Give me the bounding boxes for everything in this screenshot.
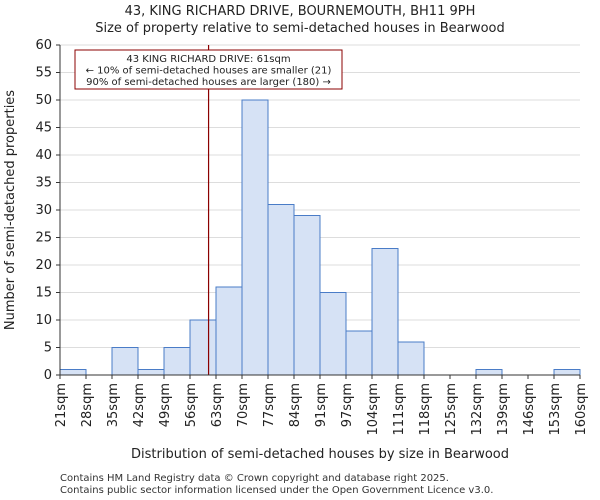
x-tick-label: 146sqm	[522, 383, 537, 436]
y-tick-label: 25	[35, 231, 52, 246]
x-tick-label: 56sqm	[184, 383, 199, 427]
x-tick-label: 77sqm	[262, 383, 277, 427]
x-axis-label: Distribution of semi-detached houses by …	[131, 447, 509, 462]
histogram-bar	[397, 341, 425, 376]
x-tick-label: 63sqm	[210, 383, 225, 427]
y-tick-label: 15	[35, 286, 52, 301]
x-tick-label: 42sqm	[132, 383, 147, 427]
x-tick-label: 139sqm	[496, 383, 511, 436]
y-tick-label: 50	[35, 93, 52, 108]
y-tick-label: 55	[35, 66, 52, 81]
histogram-bar	[267, 204, 295, 376]
chart-subtitle: Size of property relative to semi-detach…	[95, 21, 505, 36]
footer-licence: Contains public sector information licen…	[60, 485, 494, 496]
x-tick-label: 111sqm	[392, 383, 407, 436]
y-tick-label: 40	[35, 148, 52, 163]
y-tick-label: 30	[35, 203, 52, 218]
annotation-box-frame	[74, 49, 343, 90]
grid-lines	[60, 44, 580, 376]
y-tick-label: 10	[35, 313, 52, 328]
histogram-bar	[189, 319, 217, 376]
annotation-line-3: 90% of semi-detached houses are larger (…	[86, 77, 331, 88]
x-tick-label: 21sqm	[54, 383, 69, 427]
x-tick-label: 35sqm	[106, 383, 121, 427]
y-tick-label: 5	[44, 341, 52, 356]
histogram-bar	[319, 292, 347, 376]
annotation-line-1: 43 KING RICHARD DRIVE: 61sqm	[126, 54, 290, 65]
chart-title: 43, KING RICHARD DRIVE, BOURNEMOUTH, BH1…	[124, 4, 476, 19]
footer-copyright: Contains HM Land Registry data © Crown c…	[60, 473, 449, 484]
x-tick-label: 97sqm	[340, 383, 355, 427]
histogram-bar	[59, 369, 87, 376]
bars	[59, 99, 581, 376]
histogram-bar	[137, 369, 165, 376]
y-tick-label: 60	[35, 38, 52, 53]
histogram-bar	[345, 330, 373, 376]
x-tick-label: 91sqm	[314, 383, 329, 427]
y-tick-label: 35	[35, 176, 52, 191]
histogram-bar	[163, 347, 191, 376]
y-tick-label: 0	[44, 368, 52, 383]
annotation-box: 43 KING RICHARD DRIVE: 61sqm← 10% of sem…	[74, 49, 343, 90]
x-tick-label: 28sqm	[80, 383, 95, 427]
histogram-bar	[475, 369, 503, 376]
x-tick-label: 118sqm	[418, 383, 433, 436]
histogram-bar	[553, 369, 581, 376]
y-tick-label: 20	[35, 258, 52, 273]
y-axis-label: Number of semi-detached properties	[3, 90, 18, 330]
x-tick-label: 84sqm	[288, 383, 303, 427]
histogram-bar	[293, 215, 321, 376]
annotation-line-2: ← 10% of semi-detached houses are smalle…	[86, 66, 332, 77]
x-tick-label: 153sqm	[548, 383, 563, 436]
axes: 0 5 10 15 20 25 30 35 40 45 50 55 60 21sqm 28sqm 35sqm 4…	[3, 38, 589, 462]
x-tick-label: 160sqm	[574, 383, 589, 436]
histogram-bar	[371, 248, 399, 376]
histogram-bar	[215, 286, 243, 376]
histogram-bar	[111, 347, 139, 376]
x-tick-label: 49sqm	[158, 383, 173, 427]
y-tick-label: 45	[35, 121, 52, 136]
x-tick-label: 70sqm	[236, 383, 251, 427]
x-tick-label: 132sqm	[470, 383, 485, 436]
x-tick-label: 125sqm	[444, 383, 459, 436]
x-tick-label: 104sqm	[366, 383, 381, 436]
histogram-bar	[241, 99, 269, 376]
